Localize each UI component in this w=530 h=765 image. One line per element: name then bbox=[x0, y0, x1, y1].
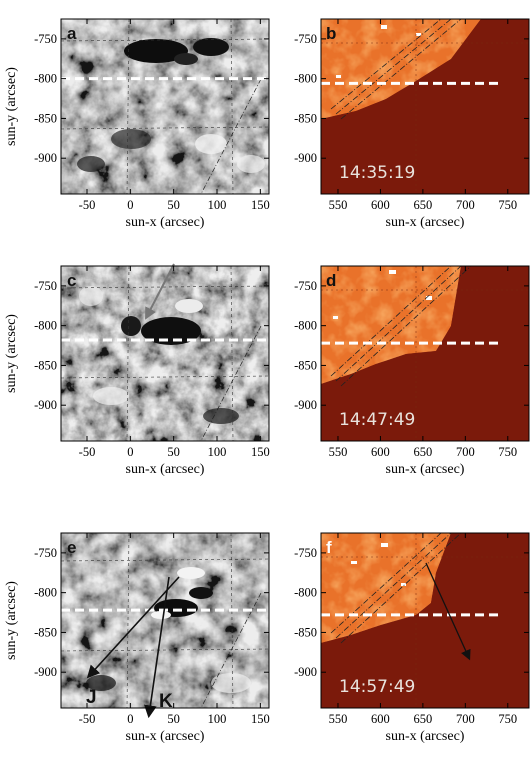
panel-label-a: a bbox=[67, 24, 77, 43]
x-tick-label-d: 650 bbox=[414, 445, 433, 459]
y-tick-label-f: -900 bbox=[294, 665, 317, 679]
y-tick-label-f: -800 bbox=[294, 586, 317, 600]
x-tick-label-b: 700 bbox=[456, 198, 475, 212]
x-tick-label-c: 0 bbox=[127, 445, 133, 459]
panel-f: f 14:57:49 bbox=[320, 532, 530, 709]
y-tick-label-c: -900 bbox=[34, 398, 57, 412]
x-tick-label-c: -50 bbox=[79, 445, 96, 459]
timestamp-d: 14:47:49 bbox=[339, 410, 415, 430]
y-axis-label-a: sun-y (arcsec) bbox=[4, 67, 19, 146]
x-tick-label-e: 50 bbox=[167, 712, 180, 726]
panel-label-f: f bbox=[326, 538, 332, 557]
y-tick-label-b: -900 bbox=[294, 151, 317, 165]
x-tick-label-b: 550 bbox=[329, 198, 348, 212]
y-tick-label-f: -850 bbox=[294, 625, 317, 639]
y-tick-label-a: -850 bbox=[34, 111, 57, 125]
x-tick-label-a: 50 bbox=[167, 198, 180, 212]
y-axis-label-c: sun-y (arcsec) bbox=[4, 314, 19, 393]
panel-c: c bbox=[60, 263, 270, 442]
x-tick-label-d: 700 bbox=[456, 445, 475, 459]
x-tick-label-f: 550 bbox=[329, 712, 348, 726]
y-tick-label-e: -800 bbox=[34, 586, 57, 600]
y-tick-label-c: -850 bbox=[34, 358, 57, 372]
x-axis-label-b: sun-x (arcsec) bbox=[386, 215, 465, 230]
y-tick-label-b: -750 bbox=[294, 32, 317, 46]
x-axis-label-c: sun-x (arcsec) bbox=[126, 462, 205, 477]
x-tick-label-f: 600 bbox=[371, 712, 390, 726]
x-tick-label-f: 750 bbox=[498, 712, 517, 726]
y-tick-label-b: -800 bbox=[294, 72, 317, 86]
x-axis-label-e: sun-x (arcsec) bbox=[126, 729, 205, 744]
x-tick-label-e: 150 bbox=[251, 712, 270, 726]
x-tick-label-b: 600 bbox=[371, 198, 390, 212]
x-tick-label-f: 700 bbox=[456, 712, 475, 726]
panel-label-d: d bbox=[326, 271, 336, 290]
x-tick-label-a: -50 bbox=[79, 198, 96, 212]
label-k: K bbox=[159, 691, 173, 712]
x-tick-label-e: 0 bbox=[127, 712, 133, 726]
x-tick-label-a: 0 bbox=[127, 198, 133, 212]
x-tick-label-c: 50 bbox=[167, 445, 180, 459]
y-tick-label-e: -850 bbox=[34, 625, 57, 639]
x-tick-label-e: -50 bbox=[79, 712, 96, 726]
label-j: J bbox=[86, 687, 97, 708]
axes-layer: -50 0 50 100 150 -750 -800 -850 -900 sun-x (arcse… bbox=[4, 19, 529, 744]
arrow-f bbox=[425, 562, 471, 661]
panel-label-c: c bbox=[67, 271, 76, 290]
x-tick-label-e: 100 bbox=[208, 712, 227, 726]
x-tick-label-c: 150 bbox=[251, 445, 270, 459]
x-tick-label-b: 750 bbox=[498, 198, 517, 212]
y-tick-label-a: -900 bbox=[34, 151, 57, 165]
panel-a: a bbox=[60, 18, 270, 195]
y-axis-label-e: sun-y (arcsec) bbox=[4, 581, 19, 660]
y-tick-label-c: -800 bbox=[34, 319, 57, 333]
y-tick-label-e: -900 bbox=[34, 665, 57, 679]
x-tick-label-f: 650 bbox=[414, 712, 433, 726]
x-axis-label-f: sun-x (arcsec) bbox=[386, 729, 465, 744]
x-tick-label-d: 550 bbox=[329, 445, 348, 459]
x-tick-label-d: 750 bbox=[498, 445, 517, 459]
y-tick-label-d: -750 bbox=[294, 279, 317, 293]
y-tick-label-b: -850 bbox=[294, 111, 317, 125]
panel-b: b 14:35:19 bbox=[320, 18, 530, 195]
x-tick-label-a: 100 bbox=[208, 198, 227, 212]
arrow-j bbox=[86, 576, 180, 679]
x-tick-label-b: 650 bbox=[414, 198, 433, 212]
y-tick-label-c: -750 bbox=[34, 279, 57, 293]
y-tick-label-e: -750 bbox=[34, 546, 57, 560]
y-tick-label-f: -750 bbox=[294, 546, 317, 560]
panel-d: d 14:47:49 bbox=[320, 265, 530, 442]
panel-e: e J K bbox=[60, 532, 270, 719]
x-tick-label-d: 600 bbox=[371, 445, 390, 459]
timestamp-f: 14:57:49 bbox=[339, 677, 415, 697]
x-tick-label-c: 100 bbox=[208, 445, 227, 459]
y-tick-label-d: -850 bbox=[294, 358, 317, 372]
x-axis-label-d: sun-x (arcsec) bbox=[386, 462, 465, 477]
panel-label-e: e bbox=[67, 538, 76, 557]
y-tick-label-a: -800 bbox=[34, 72, 57, 86]
y-tick-label-a: -750 bbox=[34, 32, 57, 46]
x-tick-label-a: 150 bbox=[251, 198, 270, 212]
y-tick-label-d: -800 bbox=[294, 319, 317, 333]
timestamp-b: 14:35:19 bbox=[339, 163, 415, 183]
arrow-c bbox=[145, 263, 175, 320]
x-axis-label-a: sun-x (arcsec) bbox=[126, 215, 205, 230]
panel-label-b: b bbox=[326, 24, 336, 43]
arrow-k bbox=[144, 576, 170, 719]
y-tick-label-d: -900 bbox=[294, 398, 317, 412]
